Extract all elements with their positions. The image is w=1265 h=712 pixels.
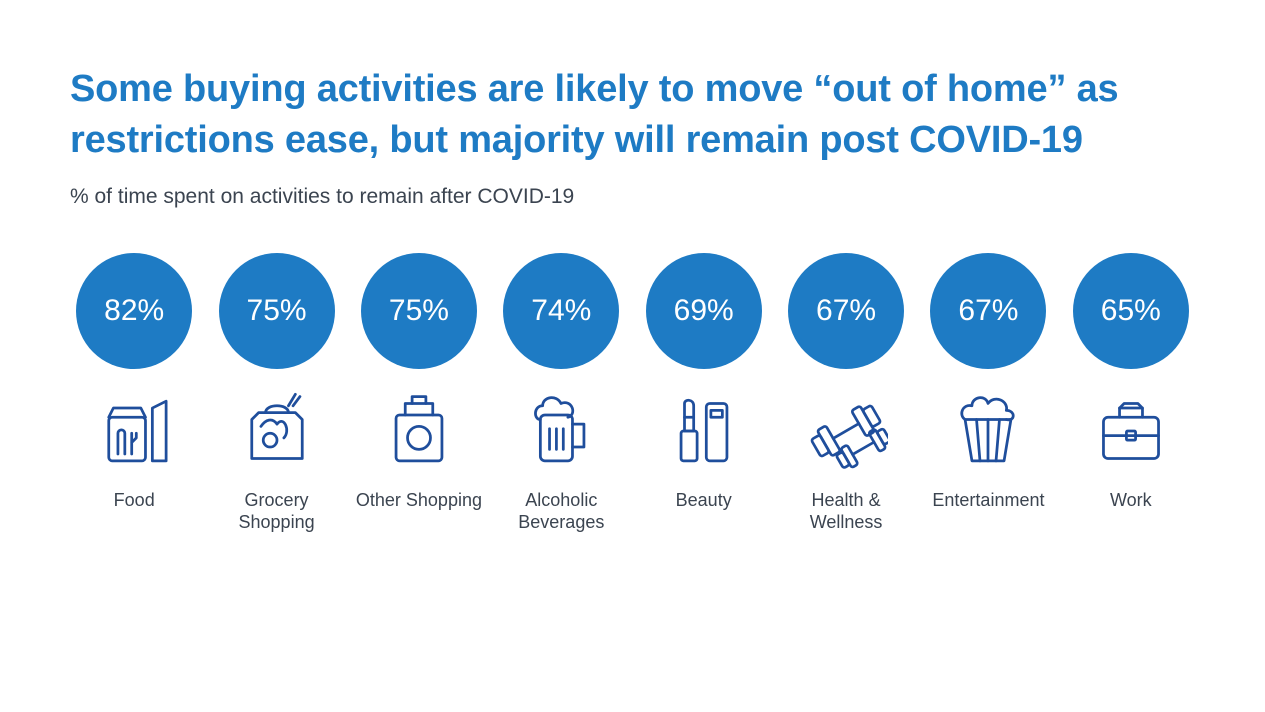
activity-label: Other Shopping (356, 489, 482, 512)
pct-bubble: 82% (76, 253, 192, 369)
pct-bubble: 75% (361, 253, 477, 369)
activity-label: Entertainment (932, 489, 1044, 512)
page-title: Some buying activities are likely to mov… (70, 64, 1195, 167)
activity-alcohol: 74% Alcoholic Beverages (497, 253, 625, 534)
activity-other-shopping: 75% Other Shopping (355, 253, 483, 534)
pct-value: 67% (816, 294, 876, 328)
dumbbell-icon (801, 391, 891, 471)
activity-entertainment: 67% Entertainment (924, 253, 1052, 534)
pct-bubble: 69% (646, 253, 762, 369)
activities-row: 82% Food 75% Grocery Shopping 75% Other … (70, 253, 1195, 534)
activity-work: 65% Work (1067, 253, 1195, 534)
grocery-icon (232, 391, 322, 471)
activity-beauty: 69% Beauty (640, 253, 768, 534)
activity-label: Alcoholic Beverages (497, 489, 625, 534)
pct-value: 67% (958, 294, 1018, 328)
activity-label: Grocery Shopping (212, 489, 340, 534)
pct-value: 74% (531, 294, 591, 328)
activity-label: Health & Wellness (782, 489, 910, 534)
pct-bubble: 65% (1073, 253, 1189, 369)
food-icon (89, 391, 179, 471)
activity-label: Beauty (676, 489, 732, 512)
popcorn-icon (943, 391, 1033, 471)
pct-value: 65% (1101, 294, 1161, 328)
shopping-bag-icon (374, 391, 464, 471)
briefcase-icon (1086, 391, 1176, 471)
pct-value: 82% (104, 294, 164, 328)
activity-food: 82% Food (70, 253, 198, 534)
page-subtitle: % of time spent on activities to remain … (70, 185, 1195, 209)
activity-label: Food (114, 489, 155, 512)
pct-bubble: 75% (219, 253, 335, 369)
activity-health: 67% Health & Wellness (782, 253, 910, 534)
pct-value: 75% (247, 294, 307, 328)
activity-label: Work (1110, 489, 1152, 512)
lipstick-icon (659, 391, 749, 471)
pct-bubble: 74% (503, 253, 619, 369)
pct-bubble: 67% (788, 253, 904, 369)
beer-icon (516, 391, 606, 471)
infographic-page: Some buying activities are likely to mov… (0, 0, 1265, 574)
pct-bubble: 67% (930, 253, 1046, 369)
pct-value: 75% (389, 294, 449, 328)
activity-grocery: 75% Grocery Shopping (212, 253, 340, 534)
pct-value: 69% (674, 294, 734, 328)
